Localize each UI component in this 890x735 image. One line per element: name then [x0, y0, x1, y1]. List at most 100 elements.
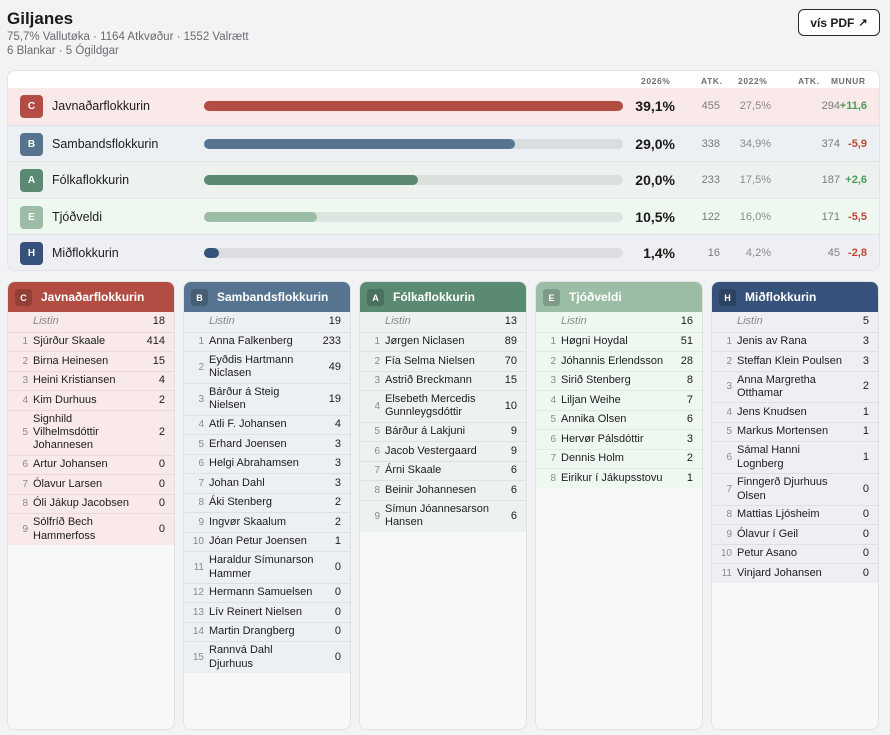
candidate-list: Listin 19 1 Anna Falkenberg 233 2 Eyðdis Hartm…	[184, 312, 350, 674]
candidate-row[interactable]: 2 Eyðdis Hartmann Niclasen 49	[184, 351, 350, 383]
candidate-row[interactable]: 8 Mattias Ljósheim 0	[712, 504, 878, 525]
candidate-row[interactable]: 7 Ólavur Larsen 0	[8, 474, 174, 494]
party-result-row[interactable]: A Fólkaflokkurin 20,0% 233 17,5% 187 +2,6	[8, 161, 879, 198]
candidate-row[interactable]: 1 Anna Falkenberg 233	[184, 331, 350, 352]
candidate-row[interactable]: 5 Signhild Vilhelmsdóttir Johannesen 2	[8, 409, 174, 455]
votes-2022: 187	[821, 174, 840, 186]
candidate-row[interactable]: 1 Jenis av Rana 3	[712, 331, 878, 352]
candidate-name: Anna Margretha Otthamar	[737, 373, 816, 399]
party-column-header: E Tjóðveldi	[536, 282, 702, 312]
candidate-row[interactable]: 4 Liljan Weihe 7	[536, 390, 702, 410]
candidate-row[interactable]: 3 Anna Margretha Otthamar 2	[712, 370, 878, 403]
party-letter-badge: B	[20, 132, 43, 156]
candidate-name: Heini Kristiansen	[33, 374, 116, 387]
party-letter-badge: E	[543, 289, 560, 306]
candidate-row[interactable]: 3 Sirið Stenberg 8	[536, 370, 702, 391]
candidate-row[interactable]: 1 Høgni Hoydal 51	[536, 331, 702, 352]
candidate-row[interactable]: 3 Bárður á Steig Nielsen 19	[184, 382, 350, 415]
candidate-row[interactable]: 6 Artur Johansen 0	[8, 454, 174, 475]
candidate-number: 6	[374, 445, 380, 457]
candidate-name: Sjúrður Skaale	[33, 335, 106, 348]
candidate-row[interactable]: 7 Árni Skaale 6	[360, 460, 526, 481]
party-result-row[interactable]: B Sambandsflokkurin 29,0% 338 34,9% 374 -5,9	[8, 124, 879, 161]
candidate-row[interactable]: 8 Óli Jákup Jacobsen 0	[8, 493, 174, 514]
candidate-number: 15	[192, 652, 204, 664]
view-pdf-button[interactable]: vís PDF ↗	[798, 9, 880, 36]
list-votes-row: Listin 16	[536, 312, 702, 332]
candidate-row[interactable]: 7 Finngerð Djurhuus Olsen 0	[712, 473, 878, 505]
candidate-number: 7	[22, 478, 28, 490]
candidate-row[interactable]: 6 Sámal Hanni Lognberg 1	[712, 441, 878, 473]
candidate-row[interactable]: 11 Vinjard Johansen 0	[712, 563, 878, 583]
candidate-number: 1	[550, 336, 556, 348]
candidate-row[interactable]: 6 Hervør Pálsdóttir 3	[536, 429, 702, 449]
share-2026: 39,1%	[635, 98, 675, 114]
candidate-row[interactable]: 4 Kim Durhuus 2	[8, 390, 174, 410]
candidate-row[interactable]: 13 Lív Reinert Nielsen 0	[184, 602, 350, 622]
votes-2026: 455	[701, 100, 720, 112]
candidate-row[interactable]: 9 Ingvør Skaalum 2	[184, 512, 350, 532]
candidate-row[interactable]: 8 Eirikur í Jákupsstovu 1	[536, 468, 702, 488]
candidate-votes: 28	[680, 354, 693, 367]
candidate-row[interactable]: 1 Jørgen Niclasen 89	[360, 331, 526, 352]
difference: -5,5	[848, 210, 867, 223]
candidate-row[interactable]: 6 Helgi Abrahamsen 3	[184, 453, 350, 474]
candidate-row[interactable]: 7 Johan Dahl 3	[184, 473, 350, 493]
candidate-row[interactable]: 8 Áki Stenberg 2	[184, 492, 350, 513]
list-label: Listin	[561, 315, 587, 328]
candidate-row[interactable]: 6 Jacob Vestergaard 9	[360, 441, 526, 461]
party-result-row[interactable]: E Tjóðveldi 10,5% 122 16,0% 171 -5,5	[8, 197, 879, 234]
candidate-row[interactable]: 4 Elsebeth Mercedis Gunnleygsdóttir 10	[360, 390, 526, 422]
list-votes: 5	[862, 315, 869, 328]
candidate-row[interactable]: 11 Haraldur Símunarson Hammer 0	[184, 551, 350, 583]
candidate-row[interactable]: 4 Jens Knudsen 1	[712, 402, 878, 422]
candidate-row[interactable]: 10 Jóan Petur Joensen 1	[184, 531, 350, 552]
candidate-name: Anna Falkenberg	[209, 335, 293, 348]
candidate-row[interactable]: 3 Heini Kristiansen 4	[8, 370, 174, 391]
candidate-votes: 19	[328, 392, 341, 405]
votes-2022: 374	[821, 137, 840, 150]
candidate-number: 4	[374, 400, 380, 412]
candidate-name: Jørgen Niclasen	[385, 335, 465, 348]
party-column: C Javnaðarflokkurin Listin 18 1 Sjúrður Skaal…	[7, 281, 175, 730]
party-letter-badge: C	[15, 289, 32, 306]
candidate-name: Lív Reinert Nielsen	[209, 605, 302, 618]
candidate-row[interactable]: 14 Martin Drangberg 0	[184, 621, 350, 642]
candidate-votes: 15	[152, 354, 165, 367]
candidate-row[interactable]: 8 Beinir Johannesen 6	[360, 480, 526, 500]
col-header-difference: MUNUR	[831, 76, 866, 86]
candidate-votes: 0	[334, 625, 341, 638]
candidate-row[interactable]: 2 Jóhannis Erlendsson 28	[536, 351, 702, 371]
candidate-name: Helgi Abrahamsen	[209, 457, 299, 470]
share-2022: 27,5%	[739, 100, 771, 112]
candidate-votes: 3	[334, 437, 341, 450]
party-column-title: Fólkaflokkurin	[393, 290, 476, 304]
list-label: Listin	[209, 315, 235, 328]
candidate-name: Høgni Hoydal	[561, 335, 628, 348]
candidate-row[interactable]: 1 Sjúrður Skaale 414	[8, 331, 174, 352]
party-result-row[interactable]: C Javnaðarflokkurin 39,1% 455 27,5% 294 +11,6	[8, 88, 879, 125]
party-letter-badge: H	[20, 242, 43, 265]
candidate-row[interactable]: 12 Hermann Samuelsen 0	[184, 582, 350, 603]
candidate-name: Sólfríð Bech Hammerfoss	[33, 516, 96, 542]
candidate-row[interactable]: 9 Ólavur í Geil 0	[712, 524, 878, 544]
candidate-row[interactable]: 5 Bárður á Lakjuni 9	[360, 421, 526, 442]
candidate-row[interactable]: 3 Astrið Breckmann 15	[360, 370, 526, 391]
candidate-row[interactable]: 10 Petur Asano 0	[712, 543, 878, 564]
candidate-row[interactable]: 5 Annika Olsen 6	[536, 409, 702, 430]
party-column: E Tjóðveldi Listin 16 1 Høgni Hoydal 51 2 Jóhann…	[535, 281, 703, 730]
candidate-row[interactable]: 9 Sólfríð Bech Hammerfoss 0	[8, 513, 174, 545]
candidate-row[interactable]: 5 Markus Mortensen 1	[712, 421, 878, 442]
candidate-row[interactable]: 4 Atli F. Johansen 4	[184, 414, 350, 435]
candidate-row[interactable]: 2 Birna Heinesen 15	[8, 351, 174, 371]
candidate-row[interactable]: 15 Rannvá Dahl Djurhuus 0	[184, 641, 350, 673]
candidate-row[interactable]: 5 Erhard Joensen 3	[184, 434, 350, 454]
candidate-row[interactable]: 2 Fía Selma Nielsen 70	[360, 351, 526, 371]
party-result-row[interactable]: H Miðflokkurin 1,4% 16 4,2% 45 -2,8	[8, 234, 879, 270]
candidate-name: Símun Jóannesarson Hansen	[385, 502, 489, 529]
candidate-row[interactable]: 7 Dennis Holm 2	[536, 448, 702, 469]
candidate-row[interactable]: 2 Steffan Klein Poulsen 3	[712, 351, 878, 371]
share-2022: 17,5%	[739, 174, 771, 186]
candidate-number: 9	[198, 516, 204, 528]
candidate-row[interactable]: 9 Símun Jóannesarson Hansen 6	[360, 499, 526, 532]
